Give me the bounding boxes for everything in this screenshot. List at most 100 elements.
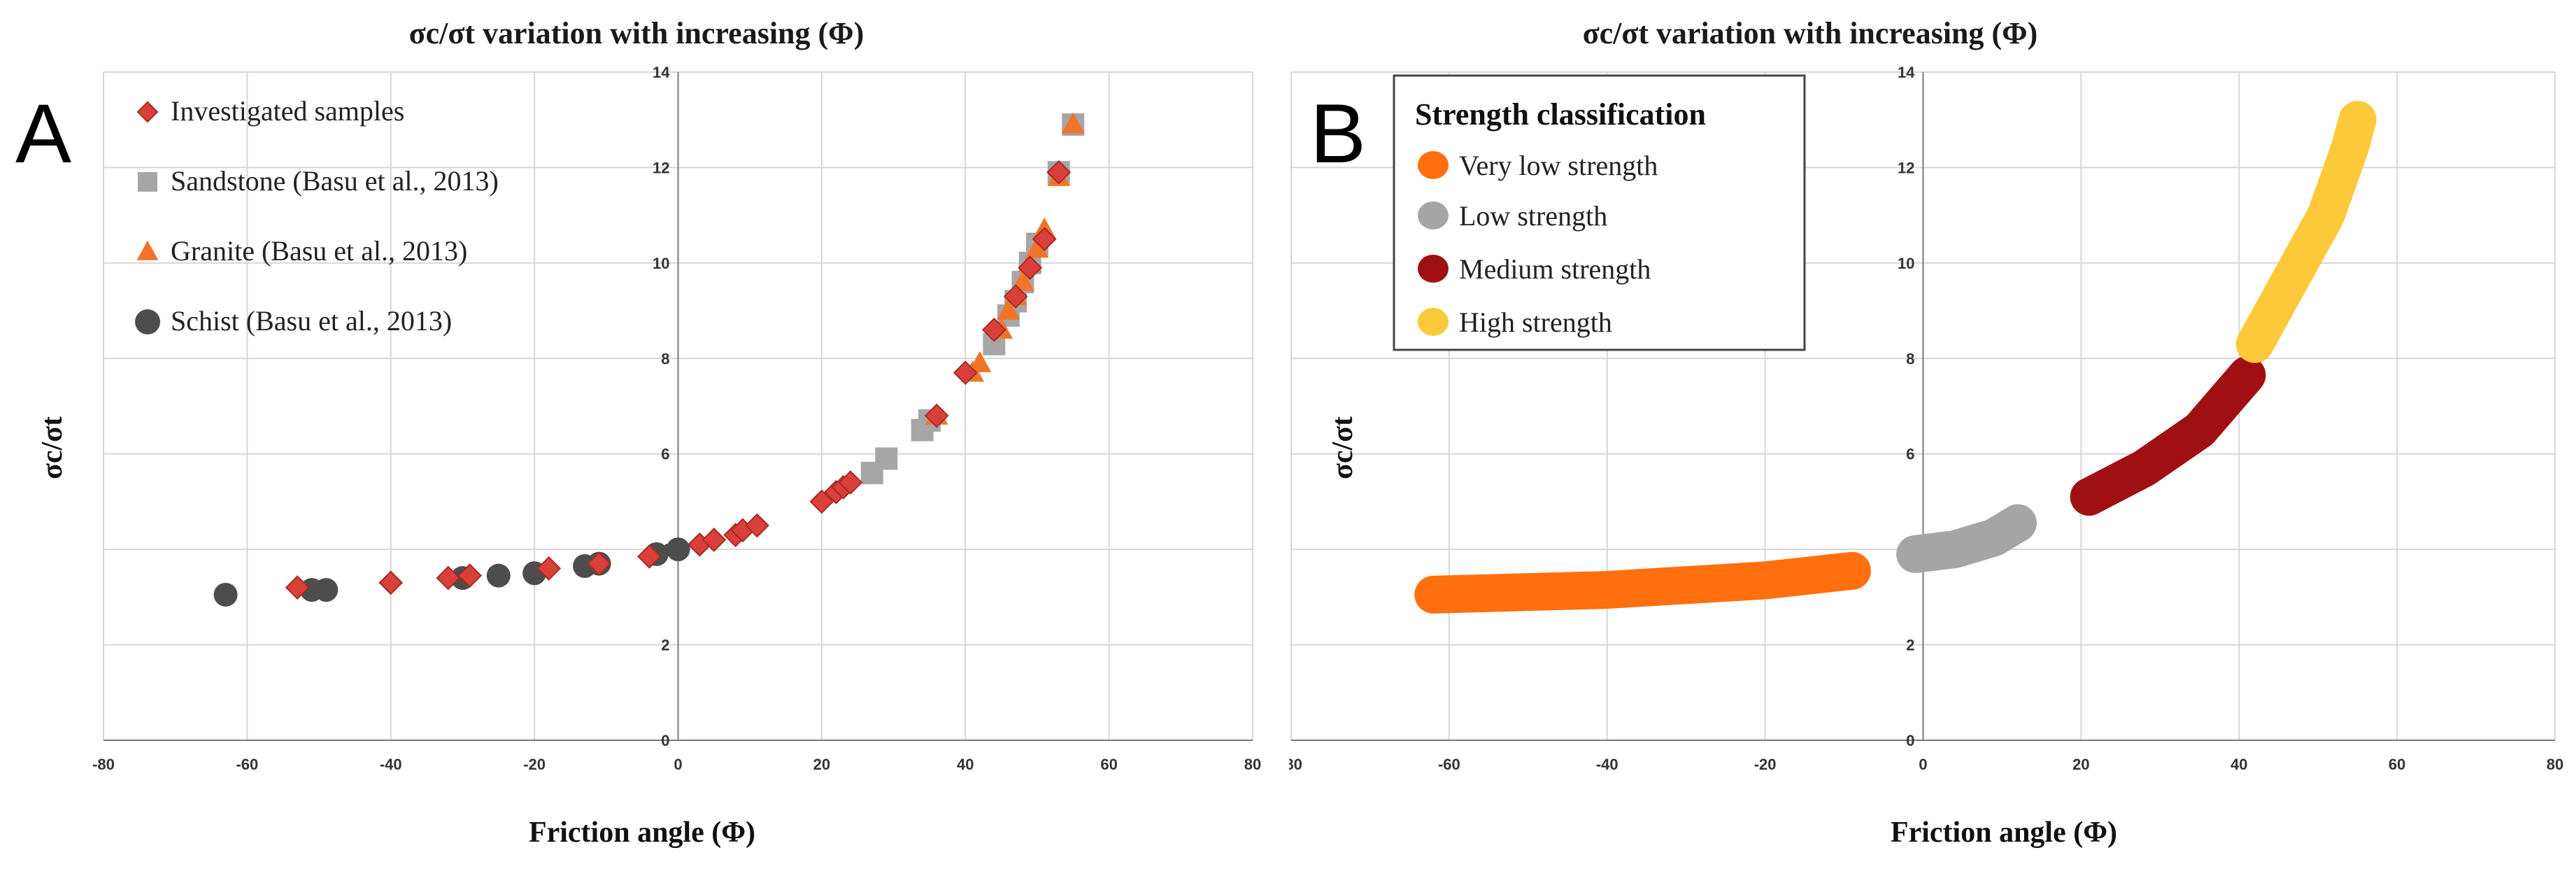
chart-a-legend-marker-circle — [135, 309, 160, 334]
chart-b-legend-label: High strength — [1459, 306, 1612, 338]
chart-a-point-diamond — [1003, 284, 1028, 309]
chart-a-point-diamond — [924, 403, 949, 428]
chart-a-x-tick-label: 40 — [957, 756, 974, 773]
chart-b-legend-label: Low strength — [1459, 200, 1607, 232]
chart-a-y-tick-label: 14 — [653, 64, 670, 81]
chart-b-legend-swatch — [1418, 308, 1449, 336]
chart-b-x-tick-label: 20 — [2072, 756, 2089, 773]
chart-b-title: σc/σt variation with increasing (Φ) — [1583, 16, 2038, 50]
chart-a-legend-marker-diamond — [136, 101, 159, 123]
chart-a-y-tick-label: 6 — [661, 446, 669, 463]
chart-a-point-circle — [666, 537, 690, 562]
chart-b-x-tick-label: 0 — [1919, 756, 1927, 773]
chart-a-point-diamond — [702, 528, 727, 552]
chart-a-point-diamond — [953, 360, 978, 386]
chart-b-y-axis-label: σc/σt — [1327, 416, 1359, 479]
chart-a-x-tick-label: -40 — [380, 756, 402, 773]
chart-b-svg: σc/σt variation with increasing (Φ) -80 -… — [1289, 16, 2563, 849]
chart-a-point-diamond — [809, 489, 834, 514]
chart-a-point-diamond — [981, 317, 1006, 342]
chart-b-legend: Strength classification Very low strengt… — [1393, 74, 1806, 351]
chart-b-band-low — [1896, 504, 2037, 573]
chart-a-point-diamond — [285, 575, 310, 600]
chart-b-x-tick-label: -20 — [1754, 756, 1777, 773]
chart-a-svg: σc/σt variation with increasing (Φ) -80 -… — [15, 16, 1261, 849]
chart-b-axes — [1291, 72, 2555, 741]
chart-b-x-tick-label: 60 — [2389, 756, 2405, 773]
chart-b-y-tick-label: 10 — [1898, 255, 1914, 272]
chart-b-y-tick-label: 2 — [1906, 637, 1914, 654]
chart-a-point-diamond — [1032, 227, 1057, 252]
chart-b-legend-label: Very low strength — [1459, 150, 1658, 181]
chart-panel-a: σc/σt variation with increasing (Φ) -80 -… — [0, 0, 1287, 869]
chart-b-x-tick-label: -80 — [1289, 756, 1302, 773]
chart-a-y-tick-label: 8 — [661, 350, 669, 367]
chart-a-y-axis-label: σc/σt — [36, 416, 69, 479]
chart-a-point-diamond — [457, 563, 483, 588]
chart-a-point-diamond — [436, 565, 461, 591]
panel-letter-b: B — [1310, 87, 1366, 181]
panel-letter-a: A — [15, 87, 71, 181]
chart-a-y-tick-label: 2 — [661, 637, 669, 654]
chart-b-y-tick-label: 8 — [1906, 350, 1914, 367]
chart-a-y-tick-label: 10 — [653, 255, 669, 272]
chart-a-point-diamond — [838, 470, 863, 495]
chart-a-point-diamond — [745, 513, 769, 538]
chart-b-legend-title: Strength classification — [1415, 97, 1706, 132]
chart-a-point-circle — [314, 578, 339, 602]
chart-a-x-tick-label: 0 — [674, 756, 682, 773]
chart-a-legend-label: Granite (Basu et al., 2013) — [171, 235, 467, 267]
chart-b-legend-box — [1393, 74, 1806, 351]
chart-b-y-tick-label: 6 — [1906, 446, 1914, 463]
chart-a-x-axis-label: Friction angle (Φ) — [529, 817, 755, 849]
chart-a-series — [213, 112, 1085, 607]
chart-a-legend-label: Schist (Basu et al., 2013) — [171, 305, 452, 337]
chart-a-axes — [104, 72, 1253, 741]
chart-a-x-tick-label: -20 — [523, 756, 546, 773]
chart-a-x-tick-label: 20 — [813, 756, 830, 773]
chart-a-point-circle — [486, 563, 511, 588]
chart-a-title: σc/σt variation with increasing (Φ) — [409, 16, 864, 50]
chart-b-series — [1414, 101, 2377, 614]
chart-a-point-diamond — [378, 570, 404, 595]
chart-a-legend-marker-triangle — [136, 240, 159, 260]
chart-a-point-diamond — [637, 544, 662, 569]
chart-b-y-tick-label: 14 — [1898, 64, 1915, 81]
chart-b-x-tick-label: 80 — [2547, 756, 2563, 773]
chart-a-legend-label: Sandstone (Basu et al., 2013) — [171, 165, 499, 197]
chart-a-y-tick-label: 0 — [661, 732, 669, 749]
chart-a-point-diamond — [1018, 255, 1043, 281]
chart-a-point-diamond — [587, 551, 611, 577]
chart-b-x-axis-label: Friction angle (Φ) — [1891, 817, 2117, 849]
chart-a-legend-label: Investigated samples — [171, 95, 404, 127]
chart-b-x-tick-label: -40 — [1596, 756, 1618, 773]
chart-b-legend-swatch — [1418, 255, 1449, 283]
chart-b-band-medium — [2070, 356, 2266, 516]
chart-a-point-diamond — [536, 556, 562, 581]
chart-b-legend-swatch — [1418, 202, 1449, 229]
chart-a-legend: Investigated samples Sandstone (Basu et a… — [135, 95, 499, 337]
chart-a-x-tick-label: -60 — [236, 756, 258, 773]
chart-a-point-circle — [213, 582, 238, 607]
chart-a-point-square — [875, 447, 898, 470]
chart-b-band-high — [2235, 101, 2377, 363]
chart-a-point-diamond — [1046, 160, 1072, 185]
chart-a-point-triangle — [968, 351, 992, 372]
chart-a-point-triangle — [1061, 112, 1085, 134]
chart-b-y-tick-label: 0 — [1906, 732, 1914, 749]
chart-b-x-tick-label: -60 — [1438, 756, 1460, 773]
chart-a-point-triangle — [997, 298, 1020, 320]
chart-b-legend-label: Medium strength — [1459, 253, 1651, 285]
chart-a-legend-marker-square — [138, 172, 157, 192]
chart-b-x-tick-label: 40 — [2230, 756, 2247, 773]
chart-a-x-tick-label: -80 — [92, 756, 115, 773]
chart-a-x-tick-label: 80 — [1244, 756, 1261, 773]
chart-a-x-tick-label: 60 — [1100, 756, 1117, 773]
chart-b-band-very-low — [1414, 551, 1871, 614]
chart-panel-b: σc/σt variation with increasing (Φ) -80 -… — [1289, 0, 2576, 869]
chart-a-point-triangle — [1025, 236, 1049, 258]
chart-b-legend-swatch — [1418, 151, 1449, 179]
chart-a-y-tick-label: 12 — [653, 159, 669, 176]
